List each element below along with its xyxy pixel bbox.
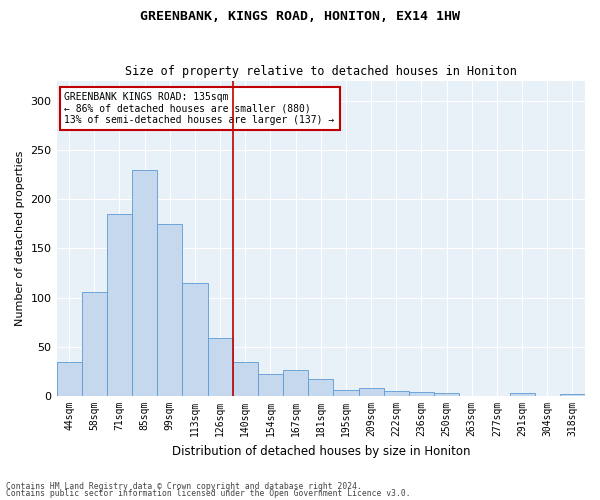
Bar	[434, 393, 459, 396]
Bar	[560, 394, 585, 396]
Y-axis label: Number of detached properties: Number of detached properties	[15, 151, 25, 326]
Bar	[56, 362, 82, 396]
Text: Contains HM Land Registry data © Crown copyright and database right 2024.: Contains HM Land Registry data © Crown c…	[6, 482, 362, 491]
Bar	[182, 283, 208, 396]
Bar	[107, 214, 132, 396]
Bar	[509, 393, 535, 396]
Title: Size of property relative to detached houses in Honiton: Size of property relative to detached ho…	[125, 66, 517, 78]
Bar	[233, 362, 258, 396]
Text: GREENBANK, KINGS ROAD, HONITON, EX14 1HW: GREENBANK, KINGS ROAD, HONITON, EX14 1HW	[140, 10, 460, 23]
Text: Contains public sector information licensed under the Open Government Licence v3: Contains public sector information licen…	[6, 489, 410, 498]
Bar	[82, 292, 107, 396]
Bar	[258, 374, 283, 396]
Bar	[283, 370, 308, 396]
X-axis label: Distribution of detached houses by size in Honiton: Distribution of detached houses by size …	[172, 444, 470, 458]
Bar	[157, 224, 182, 396]
Bar	[308, 380, 334, 396]
Bar	[132, 170, 157, 396]
Bar	[334, 390, 359, 396]
Bar	[383, 391, 409, 396]
Text: GREENBANK KINGS ROAD: 135sqm
← 86% of detached houses are smaller (880)
13% of s: GREENBANK KINGS ROAD: 135sqm ← 86% of de…	[64, 92, 335, 126]
Bar	[208, 338, 233, 396]
Bar	[409, 392, 434, 396]
Bar	[359, 388, 383, 396]
